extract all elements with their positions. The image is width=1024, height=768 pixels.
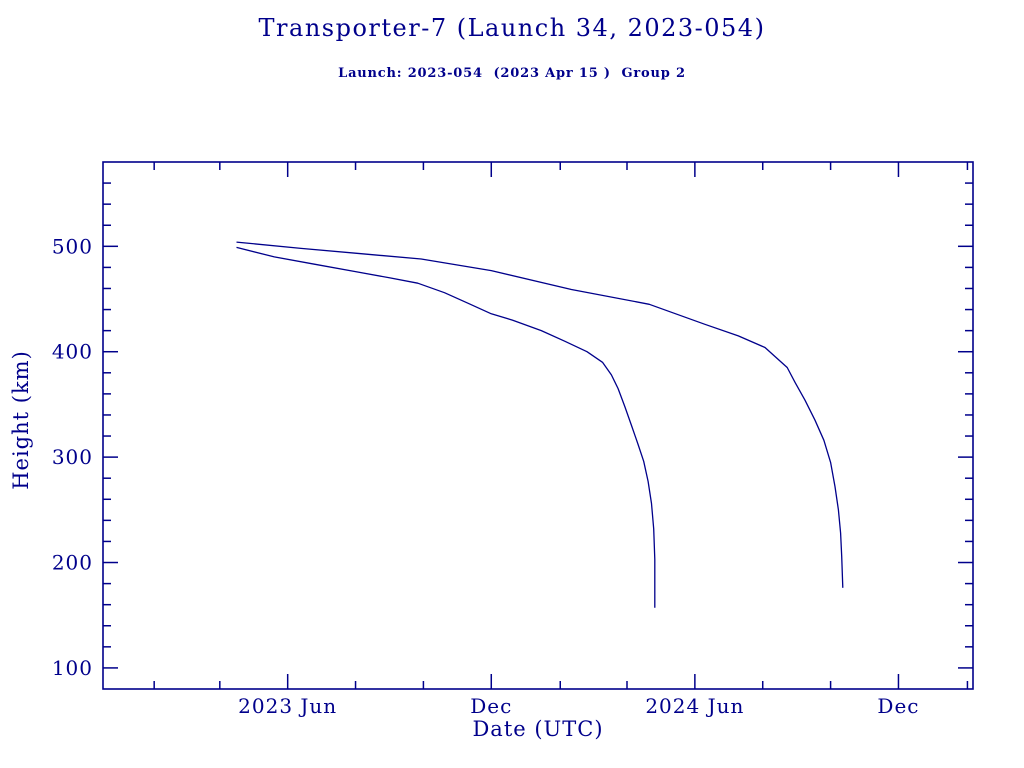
y-tick-label: 300 [52, 445, 93, 469]
decay-curve-object-1 [236, 246, 656, 608]
x-tick-label: 2023 Jun [238, 694, 337, 718]
chart-title: Transporter-7 (Launch 34, 2023-054) [258, 14, 766, 42]
y-tick-label: 200 [52, 551, 93, 575]
y-tick-label: 500 [52, 234, 93, 258]
x-axis-title: Date (UTC) [472, 717, 604, 741]
x-tick-label: Dec [877, 694, 919, 718]
plot-border [102, 161, 974, 690]
chart-subtitle: Launch: 2023-054 (2023 Apr 15 ) Group 2 [338, 66, 686, 81]
x-tick-label: Dec [470, 694, 512, 718]
x-tick-label: 2024 Jun [645, 694, 744, 718]
y-tick-label: 100 [52, 656, 93, 680]
decay-curve-object-2 [236, 241, 844, 588]
y-tick-label: 400 [52, 340, 93, 364]
